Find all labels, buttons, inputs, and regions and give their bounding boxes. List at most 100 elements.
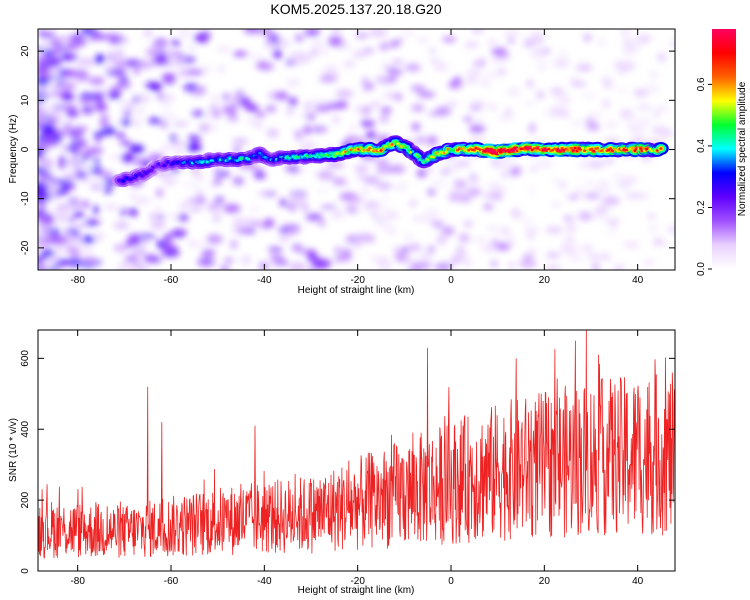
- heatmap-noise-blob: [170, 229, 187, 238]
- heatmap-noise-blob: [331, 161, 345, 169]
- heatmap-noise-blob: [584, 118, 596, 124]
- heatmap-ridge-cell: [558, 149, 562, 152]
- heatmap-noise-blob: [469, 124, 486, 133]
- heatmap-noise-blob: [74, 202, 81, 209]
- heatmap-ridge-cell: [314, 155, 318, 159]
- heatmap-ridge-cell: [299, 154, 303, 157]
- heatmap-noise-blob: [544, 265, 563, 270]
- heatmap-noise-blob: [246, 116, 258, 126]
- heatmap-ridge-cell: [228, 157, 232, 160]
- heatmap-ridge-cell: [332, 154, 336, 158]
- heatmap-ridge-cell: [205, 160, 209, 164]
- heatmap-noise-blob: [118, 75, 129, 83]
- heatmap-noise-blob: [44, 140, 54, 149]
- heatmap-noise-blob: [226, 117, 240, 122]
- heatmap-noise-blob: [376, 182, 393, 190]
- heatmap-noise-blob: [433, 62, 449, 72]
- heatmap-noise-blob: [65, 70, 76, 78]
- heatmap-noise-blob: [38, 265, 45, 270]
- colorbar-tick-label: 0.4: [696, 139, 707, 153]
- heatmap-ridge-cell: [454, 147, 458, 150]
- heatmap-noise-blob: [375, 164, 393, 174]
- heatmap-noise-blob: [578, 211, 592, 221]
- heatmap-ridge-cell: [405, 146, 409, 149]
- heatmap-noise-blob: [162, 175, 179, 184]
- heatmap-noise-blob: [131, 247, 147, 256]
- heatmap-noise-blob: [94, 92, 104, 103]
- heatmap-noise-blob: [161, 73, 176, 81]
- heatmap-noise-blob: [80, 29, 96, 36]
- heatmap-ridge-cell: [159, 164, 163, 168]
- heatmap-x-tick-label: -80: [70, 275, 85, 286]
- heatmap-noise-blob: [370, 254, 377, 262]
- heatmap-noise-blob: [62, 123, 74, 129]
- heatmap-noise-blob: [502, 160, 510, 171]
- heatmap-noise-blob: [309, 49, 319, 57]
- heatmap-noise-blob: [354, 165, 370, 171]
- heatmap-noise-blob: [139, 233, 156, 239]
- heatmap-noise-blob: [104, 204, 119, 211]
- heatmap-noise-blob: [82, 235, 95, 244]
- heatmap-noise-blob: [299, 249, 317, 255]
- heatmap-noise-blob: [313, 258, 332, 268]
- heatmap-noise-blob: [38, 124, 45, 130]
- heatmap-noise-blob: [288, 262, 306, 270]
- heatmap-noise-blob: [267, 34, 281, 42]
- heatmap-noise-blob: [38, 140, 45, 150]
- heatmap-noise-blob: [335, 255, 343, 263]
- heatmap-noise-blob: [462, 260, 473, 266]
- heatmap-noise-blob: [491, 47, 508, 56]
- heatmap-noise-blob: [362, 207, 377, 213]
- heatmap-noise-blob: [656, 53, 667, 62]
- heatmap-noise-blob: [379, 115, 390, 123]
- heatmap-noise-blob: [279, 198, 288, 207]
- heatmap-ridge-cell: [596, 146, 599, 150]
- heatmap-noise-blob: [637, 103, 652, 112]
- heatmap-ridge-cell: [157, 163, 161, 166]
- heatmap-x-label: Height of straight line (km): [298, 285, 415, 296]
- heatmap-ridge-cell: [407, 148, 411, 152]
- heatmap-noise-blob: [455, 249, 469, 259]
- heatmap-noise-blob: [471, 29, 484, 33]
- heatmap-noise-blob: [210, 95, 220, 101]
- heatmap-noise-blob: [479, 77, 492, 88]
- heatmap-ridge-cell: [331, 152, 334, 155]
- heatmap-noise-blob: [38, 206, 45, 216]
- heatmap-noise-blob: [243, 29, 261, 34]
- heatmap-noise-blob: [543, 48, 550, 54]
- heatmap-noise-blob: [66, 258, 83, 267]
- heatmap-noise-blob: [74, 125, 89, 131]
- heatmap-noise-blob: [195, 189, 204, 195]
- heatmap-x-axis: -80 -60 -40 -20 0 20 40: [70, 29, 644, 286]
- heatmap-noise-blob: [649, 70, 659, 79]
- heatmap-noise-blob: [258, 29, 274, 35]
- heatmap-noise-blob: [206, 202, 222, 212]
- heatmap-noise-blob: [81, 177, 92, 183]
- heatmap-noise-blob: [93, 231, 105, 241]
- heatmap-noise-blob: [497, 113, 515, 122]
- heatmap-noise-blob: [92, 205, 100, 214]
- heatmap-noise-blob: [475, 117, 484, 127]
- heatmap-noise-blob: [613, 172, 622, 179]
- heatmap-noise-blob: [622, 241, 639, 247]
- heatmap-noise-blob: [232, 51, 249, 57]
- heatmap-noise-blob: [149, 84, 162, 92]
- heatmap-noise-blob: [416, 258, 430, 265]
- heatmap-noise-blob: [334, 246, 342, 255]
- heatmap-noise-blob: [128, 233, 142, 241]
- heatmap-noise-blob: [47, 57, 63, 67]
- heatmap-noise-blob: [58, 155, 67, 166]
- heatmap-noise-blob: [427, 218, 444, 224]
- heatmap-noise-blob: [117, 100, 129, 108]
- heatmap-noise-blob: [255, 111, 266, 118]
- heatmap-noise-blob: [375, 159, 390, 164]
- heatmap-noise-blob: [535, 159, 554, 168]
- heatmap-ridge-cell: [534, 149, 538, 152]
- heatmap-ridge-cell: [659, 147, 663, 150]
- heatmap-noise-blob: [592, 263, 600, 270]
- heatmap-noise-blob: [214, 166, 221, 174]
- heatmap-noise-blob: [197, 258, 215, 266]
- heatmap-noise-blob: [63, 82, 74, 89]
- heatmap-noise-blob: [527, 248, 535, 254]
- heatmap-noise-blob: [173, 149, 185, 155]
